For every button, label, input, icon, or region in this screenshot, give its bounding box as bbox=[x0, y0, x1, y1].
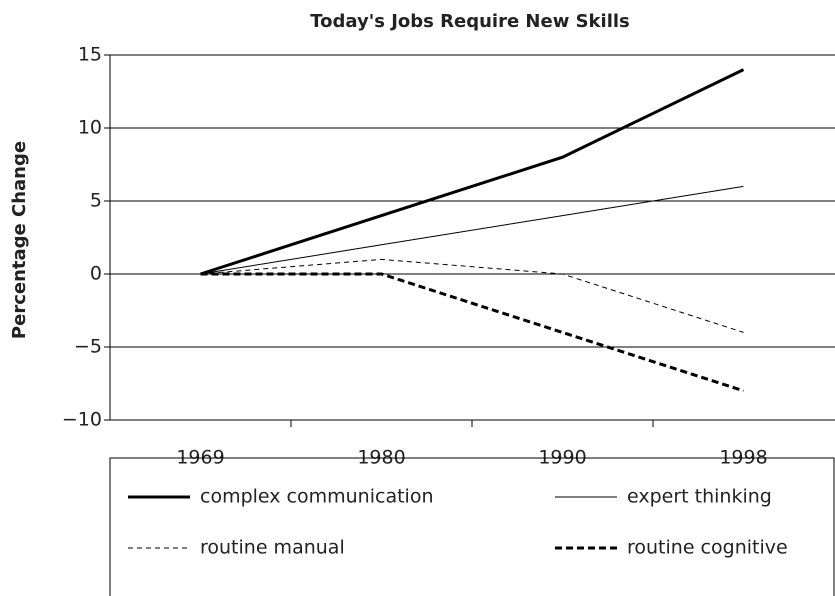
y-tick-label: −10 bbox=[62, 409, 102, 431]
y-tick-label: 15 bbox=[78, 44, 102, 66]
legend-label: complex communication bbox=[200, 486, 434, 508]
chart-title: Today's Jobs Require New Skills bbox=[310, 11, 630, 32]
series-line bbox=[200, 185, 744, 275]
y-tick-label: 5 bbox=[90, 190, 102, 212]
legend-label: expert thinking bbox=[627, 486, 772, 508]
y-tick-label: 10 bbox=[78, 117, 102, 139]
y-axis-label: Percentage Change bbox=[9, 141, 30, 339]
legend-box bbox=[109, 457, 835, 596]
y-tick-label: 0 bbox=[90, 263, 102, 285]
series-line bbox=[200, 272, 744, 393]
y-tick-label: −5 bbox=[74, 336, 102, 358]
series-line bbox=[200, 68, 745, 276]
series-line bbox=[200, 258, 744, 333]
legend-label: routine manual bbox=[200, 537, 345, 559]
legend-label: routine cognitive bbox=[627, 537, 788, 559]
